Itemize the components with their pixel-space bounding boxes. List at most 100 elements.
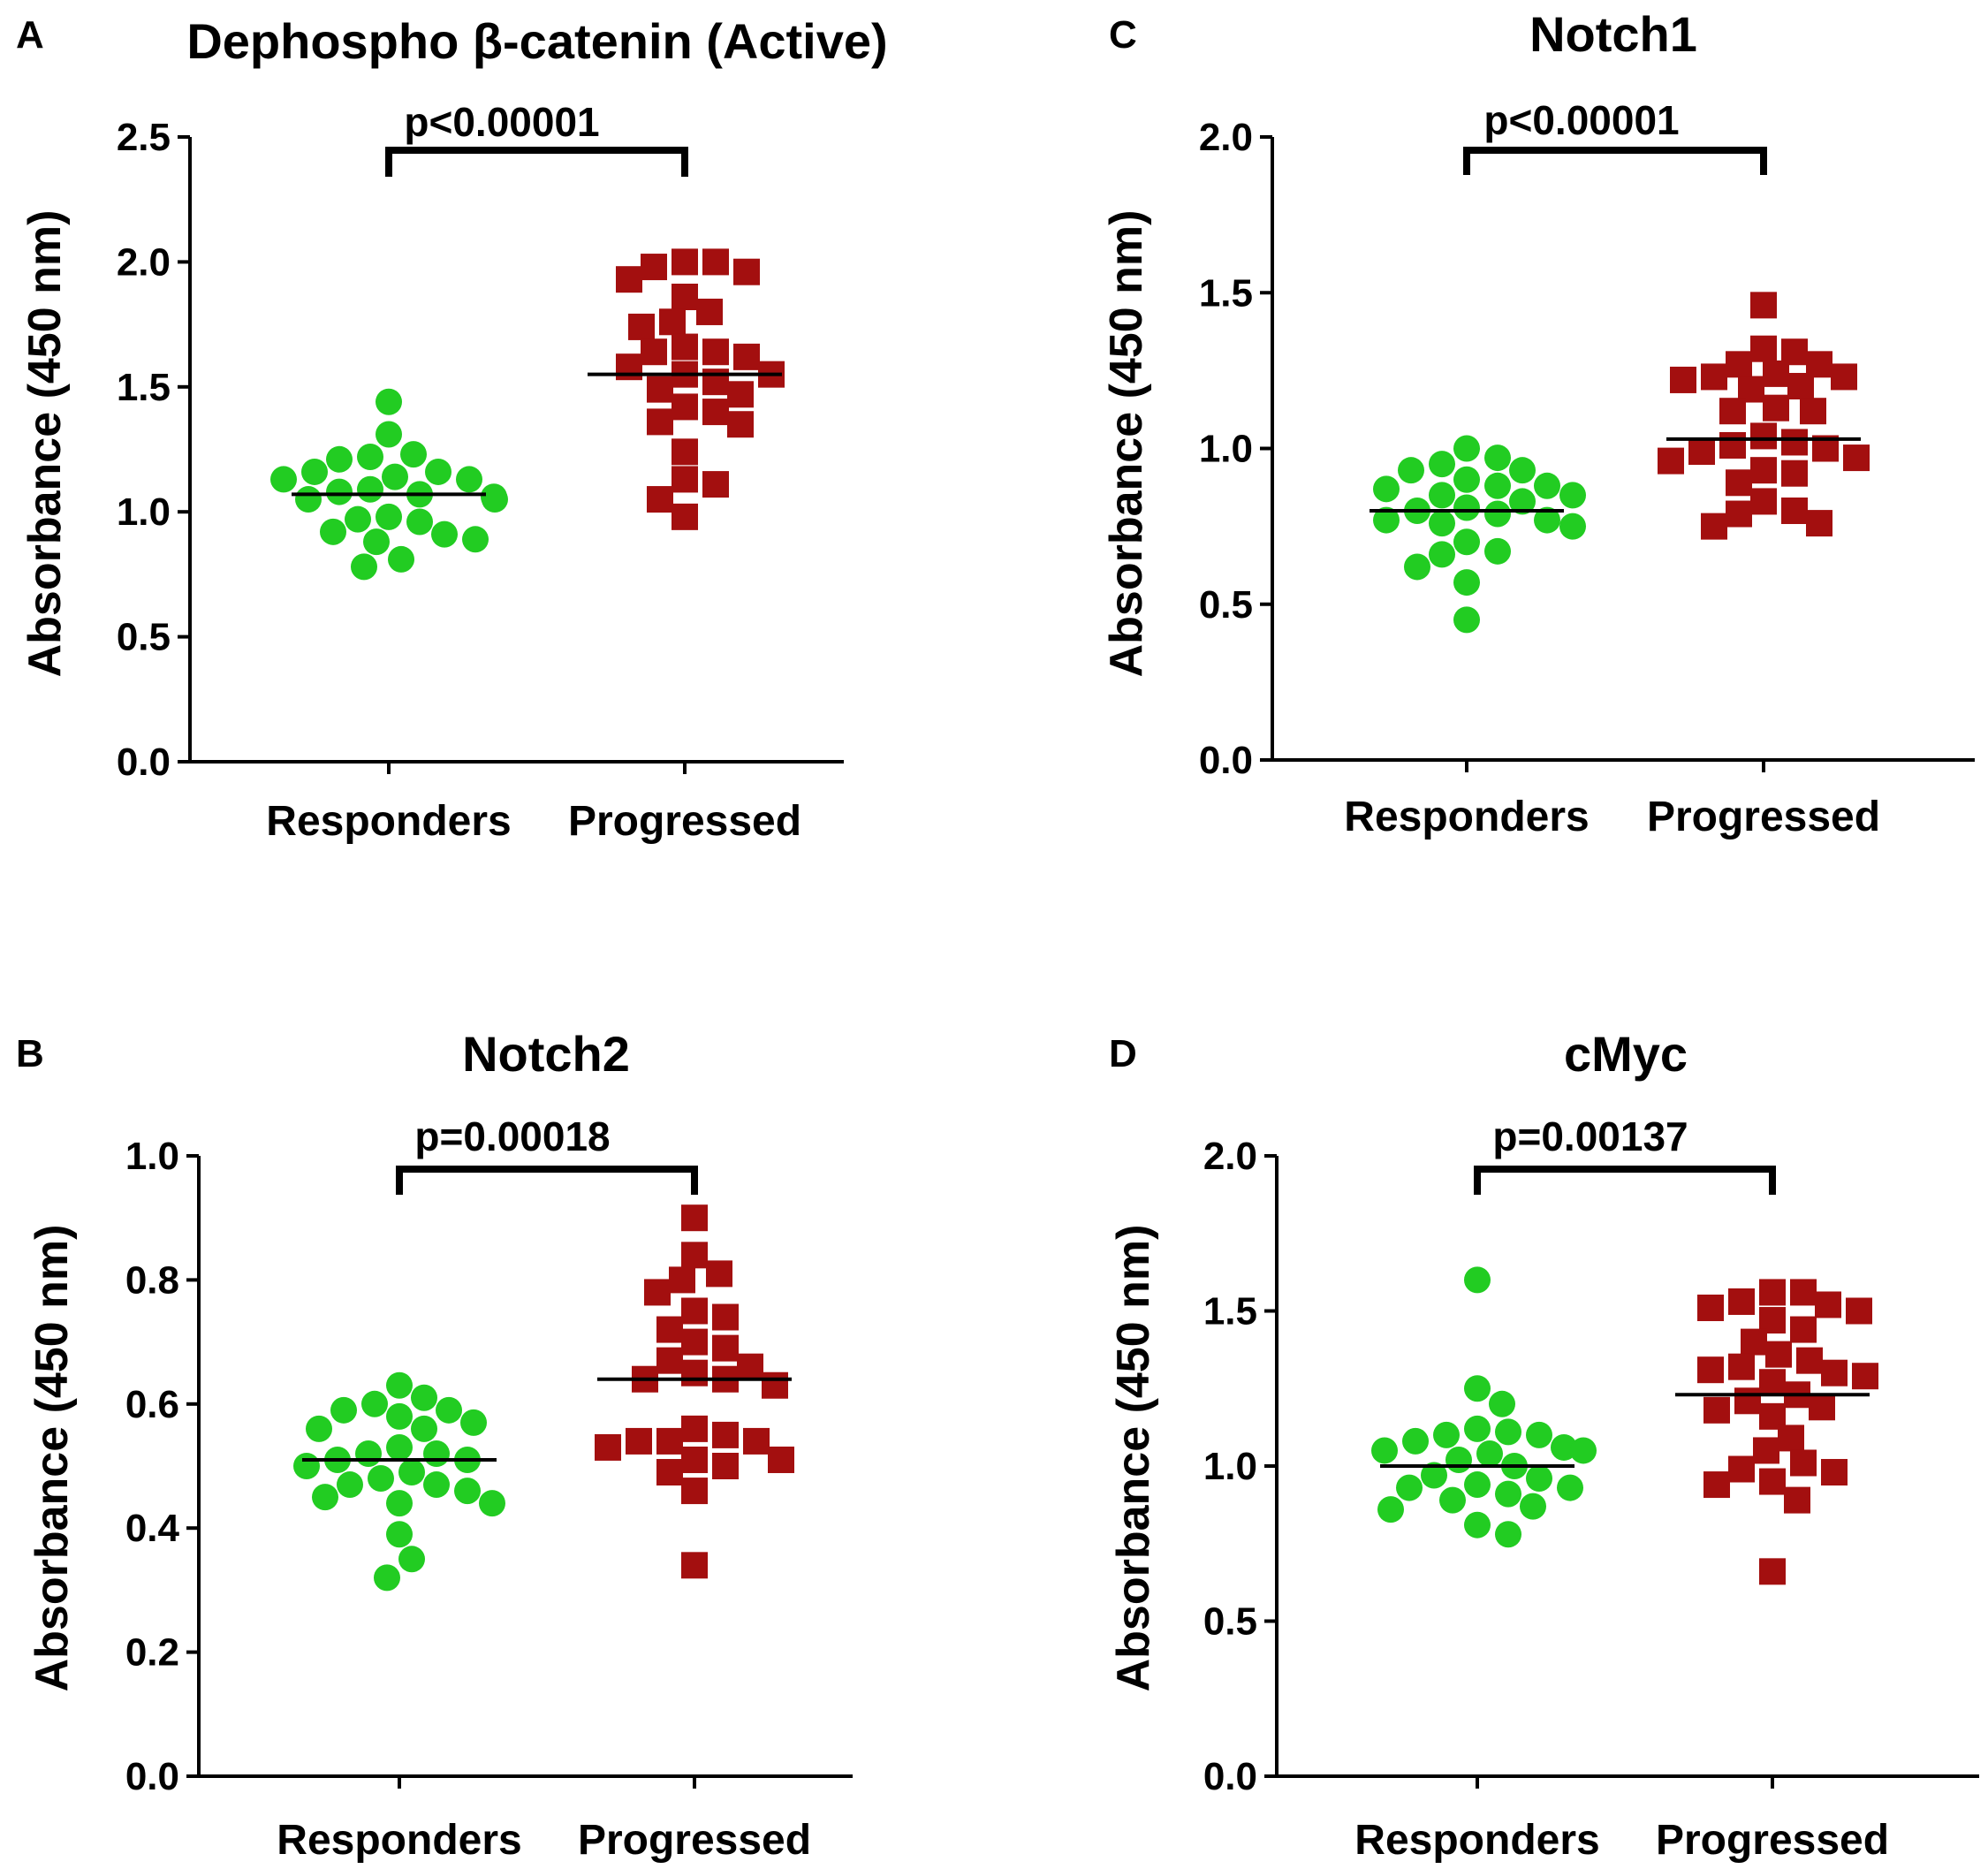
- data-point-responders: [306, 1415, 332, 1442]
- significance-bracket: [1474, 1166, 1776, 1195]
- data-point-responders: [355, 1440, 382, 1467]
- data-point-progressed: [669, 1266, 695, 1294]
- data-point-responders: [1453, 606, 1480, 634]
- y-tick-label: 1.5: [117, 366, 171, 409]
- data-point-progressed: [733, 343, 760, 370]
- data-point-progressed: [1763, 360, 1789, 387]
- panel-d: D cMyc Absorbance (450 nm) p=0.00137 Res…: [1108, 1026, 1979, 1864]
- y-axis-label: Absorbance (450 nm): [1101, 210, 1152, 678]
- plot-area: 0.0 0.5 1.0 1.5 2.0: [1199, 116, 1975, 782]
- plot-area: 0.0 0.5 1.0 1.5 2.0 2.5: [117, 116, 844, 784]
- data-point-responders: [1429, 451, 1455, 478]
- data-point-progressed: [647, 408, 673, 436]
- data-point-responders: [382, 463, 408, 490]
- panel-letter: A: [16, 13, 44, 57]
- chart-title: Dephospho β-catenin (Active): [186, 13, 887, 69]
- data-point-responders: [1453, 528, 1480, 556]
- data-point-responders: [1484, 472, 1511, 499]
- y-axis-label: Absorbance (450 nm): [27, 1225, 78, 1692]
- data-point-progressed: [672, 503, 698, 530]
- data-point-progressed: [762, 1371, 788, 1399]
- data-point-responders: [423, 1471, 450, 1499]
- data-point-responders: [386, 1402, 413, 1430]
- data-point-responders: [1396, 1474, 1423, 1501]
- data-point-responders: [1453, 435, 1480, 462]
- data-point-progressed: [737, 1353, 763, 1380]
- data-point-responders: [479, 1490, 505, 1517]
- data-point-responders: [293, 1453, 320, 1479]
- data-point-progressed: [1703, 1471, 1730, 1499]
- data-point-responders: [411, 1415, 437, 1442]
- data-point-progressed: [1726, 351, 1752, 378]
- data-point-progressed: [702, 338, 729, 366]
- data-point-progressed: [1726, 500, 1752, 528]
- data-point-progressed: [1728, 1455, 1755, 1483]
- data-point-responders: [398, 1459, 425, 1486]
- data-point-responders: [301, 458, 328, 485]
- category-label-progressed: Progressed: [1656, 1817, 1889, 1864]
- data-point-progressed: [672, 333, 698, 361]
- data-point-progressed: [1719, 431, 1746, 459]
- y-tick-label: 1.0: [1199, 428, 1253, 471]
- data-point-progressed: [1784, 1486, 1810, 1514]
- panel-b: B Notch2 Absorbance (450 nm) p=0.00018 R…: [16, 1026, 853, 1864]
- data-point-responders: [388, 545, 414, 573]
- data-point-progressed: [1750, 422, 1777, 450]
- data-point-responders: [1453, 466, 1480, 493]
- data-point-progressed: [702, 471, 729, 498]
- data-point-responders: [1464, 1266, 1491, 1294]
- data-point-progressed: [616, 353, 642, 381]
- data-point-responders: [1534, 506, 1560, 534]
- data-point-responders: [376, 503, 402, 530]
- data-point-progressed: [1852, 1363, 1878, 1390]
- data-point-progressed: [1778, 1425, 1804, 1452]
- significance-bracket: [1463, 147, 1767, 175]
- panel-c: C Notch1 Absorbance (450 nm) p<0.00001 R…: [1101, 6, 1975, 840]
- category-label-progressed: Progressed: [1647, 794, 1880, 840]
- data-point-responders: [1429, 541, 1455, 568]
- data-point-progressed: [681, 1242, 708, 1269]
- data-point-progressed: [1806, 510, 1832, 537]
- data-point-responders: [361, 1390, 388, 1417]
- data-point-progressed: [1701, 363, 1727, 391]
- y-tick-label: 1.5: [1203, 1290, 1257, 1333]
- data-point-progressed: [1846, 1297, 1872, 1325]
- data-point-responders: [1464, 1375, 1491, 1402]
- data-point-responders: [368, 1465, 394, 1493]
- significance-label: p=0.00018: [414, 1113, 610, 1159]
- data-point-responders: [1484, 500, 1511, 528]
- category-label-responders: Responders: [266, 798, 511, 845]
- data-point-progressed: [1759, 1369, 1786, 1396]
- y-tick-label: 0.4: [125, 1507, 180, 1550]
- data-point-progressed: [681, 1359, 708, 1387]
- data-point-progressed: [626, 1427, 652, 1455]
- data-point-progressed: [659, 308, 686, 336]
- data-point-progressed: [641, 338, 667, 366]
- data-point-progressed: [1790, 1279, 1817, 1306]
- y-tick-label: 1.0: [117, 490, 171, 534]
- data-point-responders: [1464, 1471, 1491, 1499]
- data-point-progressed: [706, 1260, 732, 1288]
- data-point-responders: [1520, 1493, 1546, 1520]
- y-tick-label: 0.0: [117, 741, 171, 784]
- data-point-progressed: [681, 1415, 708, 1442]
- data-point-responders: [1445, 1446, 1472, 1473]
- data-point-responders: [1371, 1437, 1398, 1464]
- category-label-responders: Responders: [1344, 794, 1589, 840]
- data-point-progressed: [696, 298, 723, 325]
- data-point-responders: [357, 475, 383, 503]
- data-point-progressed: [712, 1334, 739, 1362]
- data-point-progressed: [681, 1297, 708, 1325]
- data-point-responders: [295, 486, 322, 513]
- data-point-responders: [456, 466, 482, 493]
- data-point-progressed: [712, 1303, 739, 1331]
- data-point-progressed: [1728, 1353, 1755, 1380]
- data-point-progressed: [1787, 373, 1814, 399]
- data-point-progressed: [1688, 438, 1715, 466]
- data-point-responders: [1495, 1418, 1521, 1446]
- data-point-progressed: [712, 1421, 739, 1448]
- y-tick-label: 0.0: [1199, 739, 1253, 782]
- data-point-responders: [431, 520, 458, 548]
- data-point-responders: [400, 441, 427, 468]
- data-point-responders: [1377, 1496, 1404, 1523]
